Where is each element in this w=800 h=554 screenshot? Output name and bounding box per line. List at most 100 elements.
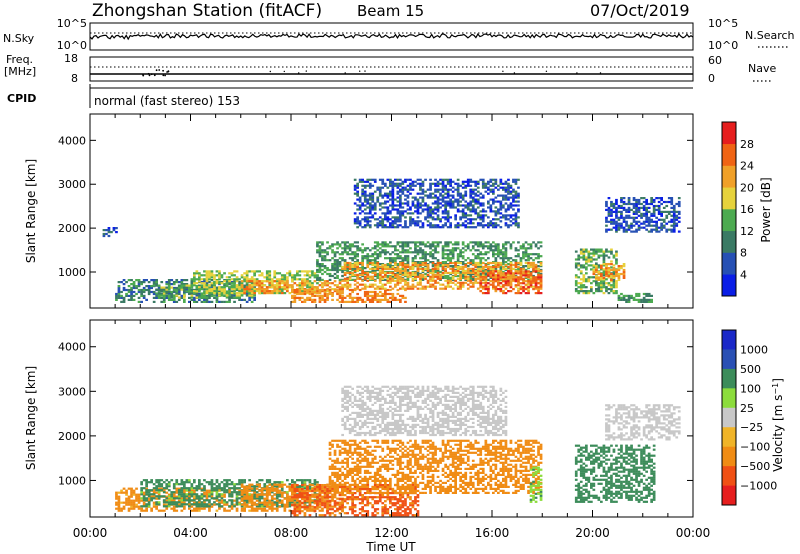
range-gate-cell (117, 503, 121, 506)
range-gate-cell (449, 184, 452, 187)
range-gate-cell (444, 204, 447, 207)
range-gate-cell (323, 282, 327, 285)
range-gate-cell (446, 263, 450, 267)
range-gate-cell (419, 251, 422, 254)
range-gate-cell (225, 282, 229, 285)
range-gate-cell (484, 270, 488, 273)
range-gate-cell (635, 220, 638, 223)
range-gate-cell (504, 273, 508, 276)
range-gate-cell (253, 296, 256, 299)
range-gate-cell (353, 241, 357, 244)
range-gate-cell (152, 296, 156, 299)
range-gate-cell (130, 296, 133, 299)
range-gate-cell (509, 214, 513, 217)
range-gate-cell (396, 279, 400, 282)
range-gate-cell (459, 218, 462, 221)
range-gate-cell (368, 192, 372, 195)
range-gate-cell (391, 198, 395, 201)
range-gate-cell (512, 194, 515, 197)
range-gate-cell (316, 265, 319, 268)
range-gate-cell (336, 288, 339, 292)
range-gate-cell (615, 216, 618, 219)
range-gate-cell (381, 267, 385, 270)
range-gate-cell (348, 277, 352, 280)
range-gate-cell (409, 218, 412, 221)
range-gate-cell (484, 245, 488, 248)
nave-point (298, 72, 300, 74)
range-gate-cell (363, 184, 367, 187)
range-gate-cell (494, 243, 498, 246)
range-gate-cell (353, 265, 357, 269)
range-gate-cell (615, 262, 618, 265)
range-gate-cell (371, 290, 375, 294)
range-gate-cell (386, 226, 390, 229)
range-gate-cell (140, 507, 143, 510)
range-gate-cell (188, 286, 191, 289)
range-gate-cell (456, 259, 460, 262)
range-gate-cell (612, 274, 616, 278)
range-gate-cell (193, 276, 196, 279)
range-gate-cell (411, 218, 415, 221)
range-gate-cell (492, 281, 495, 284)
range-gate-cell (203, 284, 206, 287)
range-gate-cell (522, 280, 525, 283)
range-gate-cell (215, 270, 219, 273)
range-gate-cell (373, 257, 377, 260)
range-gate-cell (446, 259, 450, 262)
range-gate-cell (258, 280, 261, 283)
range-gate-cell (436, 190, 440, 193)
range-gate-cell (507, 257, 510, 260)
range-gate-cell (441, 186, 445, 189)
range-gate-cell (419, 220, 422, 223)
range-gate-cell (449, 180, 452, 183)
range-gate-cell (371, 296, 375, 299)
range-gate-cell (519, 278, 523, 281)
range-gate-cell (351, 290, 354, 294)
range-gate-cell (396, 257, 400, 260)
range-gate-cell (431, 241, 435, 244)
range-gate-cell (250, 507, 254, 510)
range-gate-cell (404, 249, 407, 252)
range-gate-cell (441, 273, 445, 276)
range-gate-cell (306, 274, 309, 277)
range-gate-cell (313, 298, 317, 301)
range-gate-cell (348, 257, 352, 260)
range-gate-cell (615, 250, 618, 253)
range-gate-cell (607, 256, 611, 259)
range-gate-cell (363, 257, 367, 260)
range-gate-cell (326, 241, 329, 244)
range-gate-cell (474, 257, 478, 260)
range-gate-cell (371, 216, 375, 219)
range-gate-cell (155, 288, 158, 291)
range-gate-cell (286, 290, 289, 293)
range-gate-cell (333, 272, 337, 276)
range-gate-cell (444, 279, 447, 282)
range-gate-cell (235, 280, 239, 283)
range-gate-cell (384, 194, 387, 197)
range-gate-cell (497, 243, 500, 246)
range-gate-cell (368, 270, 372, 274)
range-gate-cell (366, 279, 370, 282)
range-gate-cell (270, 280, 274, 283)
range-gate-cell (487, 261, 490, 265)
range-gate-cell (524, 288, 528, 291)
range-gate-cell (130, 298, 133, 301)
range-gate-cell (451, 257, 455, 260)
range-gate-cell (135, 292, 138, 296)
range-gate-cell (203, 292, 206, 295)
range-gate-cell (373, 259, 377, 262)
range-gate-cell (396, 298, 400, 301)
range-gate-cell (431, 224, 435, 227)
range-gate-cell (497, 276, 500, 279)
range-gate-cell (220, 274, 224, 277)
range-gate-cell (321, 296, 324, 299)
range-gate-cell (130, 491, 133, 494)
range-gate-cell (419, 202, 422, 205)
range-gate-cell (381, 285, 385, 288)
range-gate-cell (627, 214, 631, 217)
range-gate-cell (436, 273, 440, 276)
range-gate-cell (620, 298, 623, 301)
range-gate-cell (286, 282, 289, 285)
range-gate-cell (670, 218, 674, 221)
range-gate-cell (474, 212, 478, 215)
